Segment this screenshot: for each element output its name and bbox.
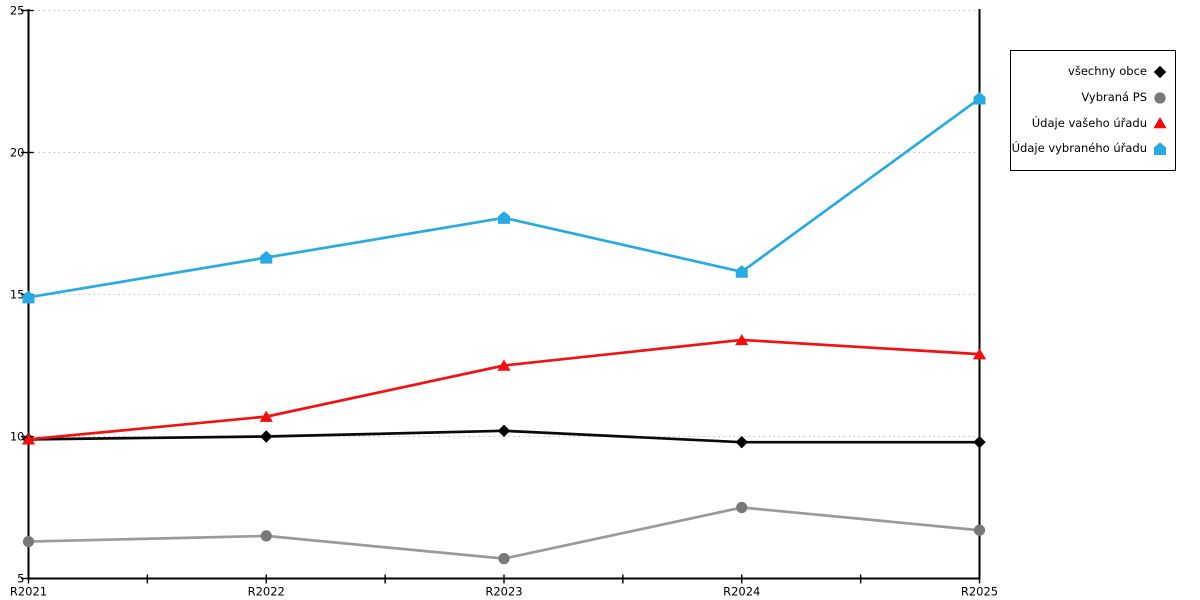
y-axis-tick-label: 20	[10, 146, 25, 160]
triangle-up-icon	[1153, 117, 1167, 129]
legend-item: Údaje vybraného úřadu	[1011, 142, 1175, 156]
x-axis-tick-label: R2024	[723, 585, 760, 599]
data-point-marker	[498, 553, 510, 565]
data-point-marker	[736, 501, 748, 514]
x-axis-tick-label: R2025	[961, 585, 998, 599]
data-point-marker	[22, 535, 35, 548]
triangle-up-legend-marker-icon	[1153, 117, 1167, 129]
diamond-icon	[1153, 65, 1167, 78]
legend-item: všechny obce	[1011, 65, 1175, 79]
legend-item: Vybraná PS	[1011, 91, 1175, 105]
data-point-marker	[497, 424, 511, 438]
legend-item-label: Vybraná PS	[1081, 89, 1147, 104]
pentagon-up-legend-marker-icon	[1154, 142, 1166, 156]
data-point-marker	[735, 333, 749, 346]
y-axis-tick-label: 10	[10, 430, 25, 444]
y-axis-tick-label: 15	[10, 288, 25, 302]
data-point-marker	[973, 91, 986, 105]
pentagon-up-icon	[1154, 142, 1166, 156]
data-point-marker	[498, 211, 510, 224]
y-axis-tick-label: 25	[10, 4, 25, 18]
legend: všechny obce Vybraná PS Údaje vašeho úřadu…	[1010, 50, 1176, 171]
legend-item-label: Údaje vašeho úřadu	[1031, 115, 1147, 130]
data-point-marker	[973, 435, 986, 449]
circle-icon	[1154, 91, 1166, 104]
data-point-marker	[735, 435, 748, 449]
x-axis-tick-label: R2021	[10, 585, 47, 599]
data-point-marker	[21, 433, 36, 445]
data-point-marker	[260, 250, 273, 264]
data-point-marker	[497, 359, 511, 371]
x-axis-tick-label: R2022	[248, 585, 285, 599]
data-point-marker	[972, 348, 987, 360]
series-line-2	[27, 338, 981, 441]
series-line-1	[27, 506, 981, 560]
data-point-marker	[260, 530, 272, 542]
y-axis-tick-label: 5	[17, 572, 24, 586]
data-point-marker	[735, 265, 748, 278]
legend-item: Údaje vašeho úřadu	[1011, 116, 1175, 130]
data-point-marker	[259, 410, 273, 422]
data-point-marker	[260, 430, 273, 443]
series-line-3	[27, 97, 981, 299]
data-point-marker	[973, 524, 986, 536]
data-point-marker	[22, 290, 35, 304]
diamond-legend-marker-icon	[1153, 65, 1167, 78]
legend-item-label: všechny obce	[1068, 64, 1147, 79]
x-axis-tick-label: R2023	[485, 585, 522, 599]
circle-legend-marker-icon	[1154, 91, 1166, 104]
legend-item-label: Údaje vybraného úřadu	[1011, 141, 1147, 156]
